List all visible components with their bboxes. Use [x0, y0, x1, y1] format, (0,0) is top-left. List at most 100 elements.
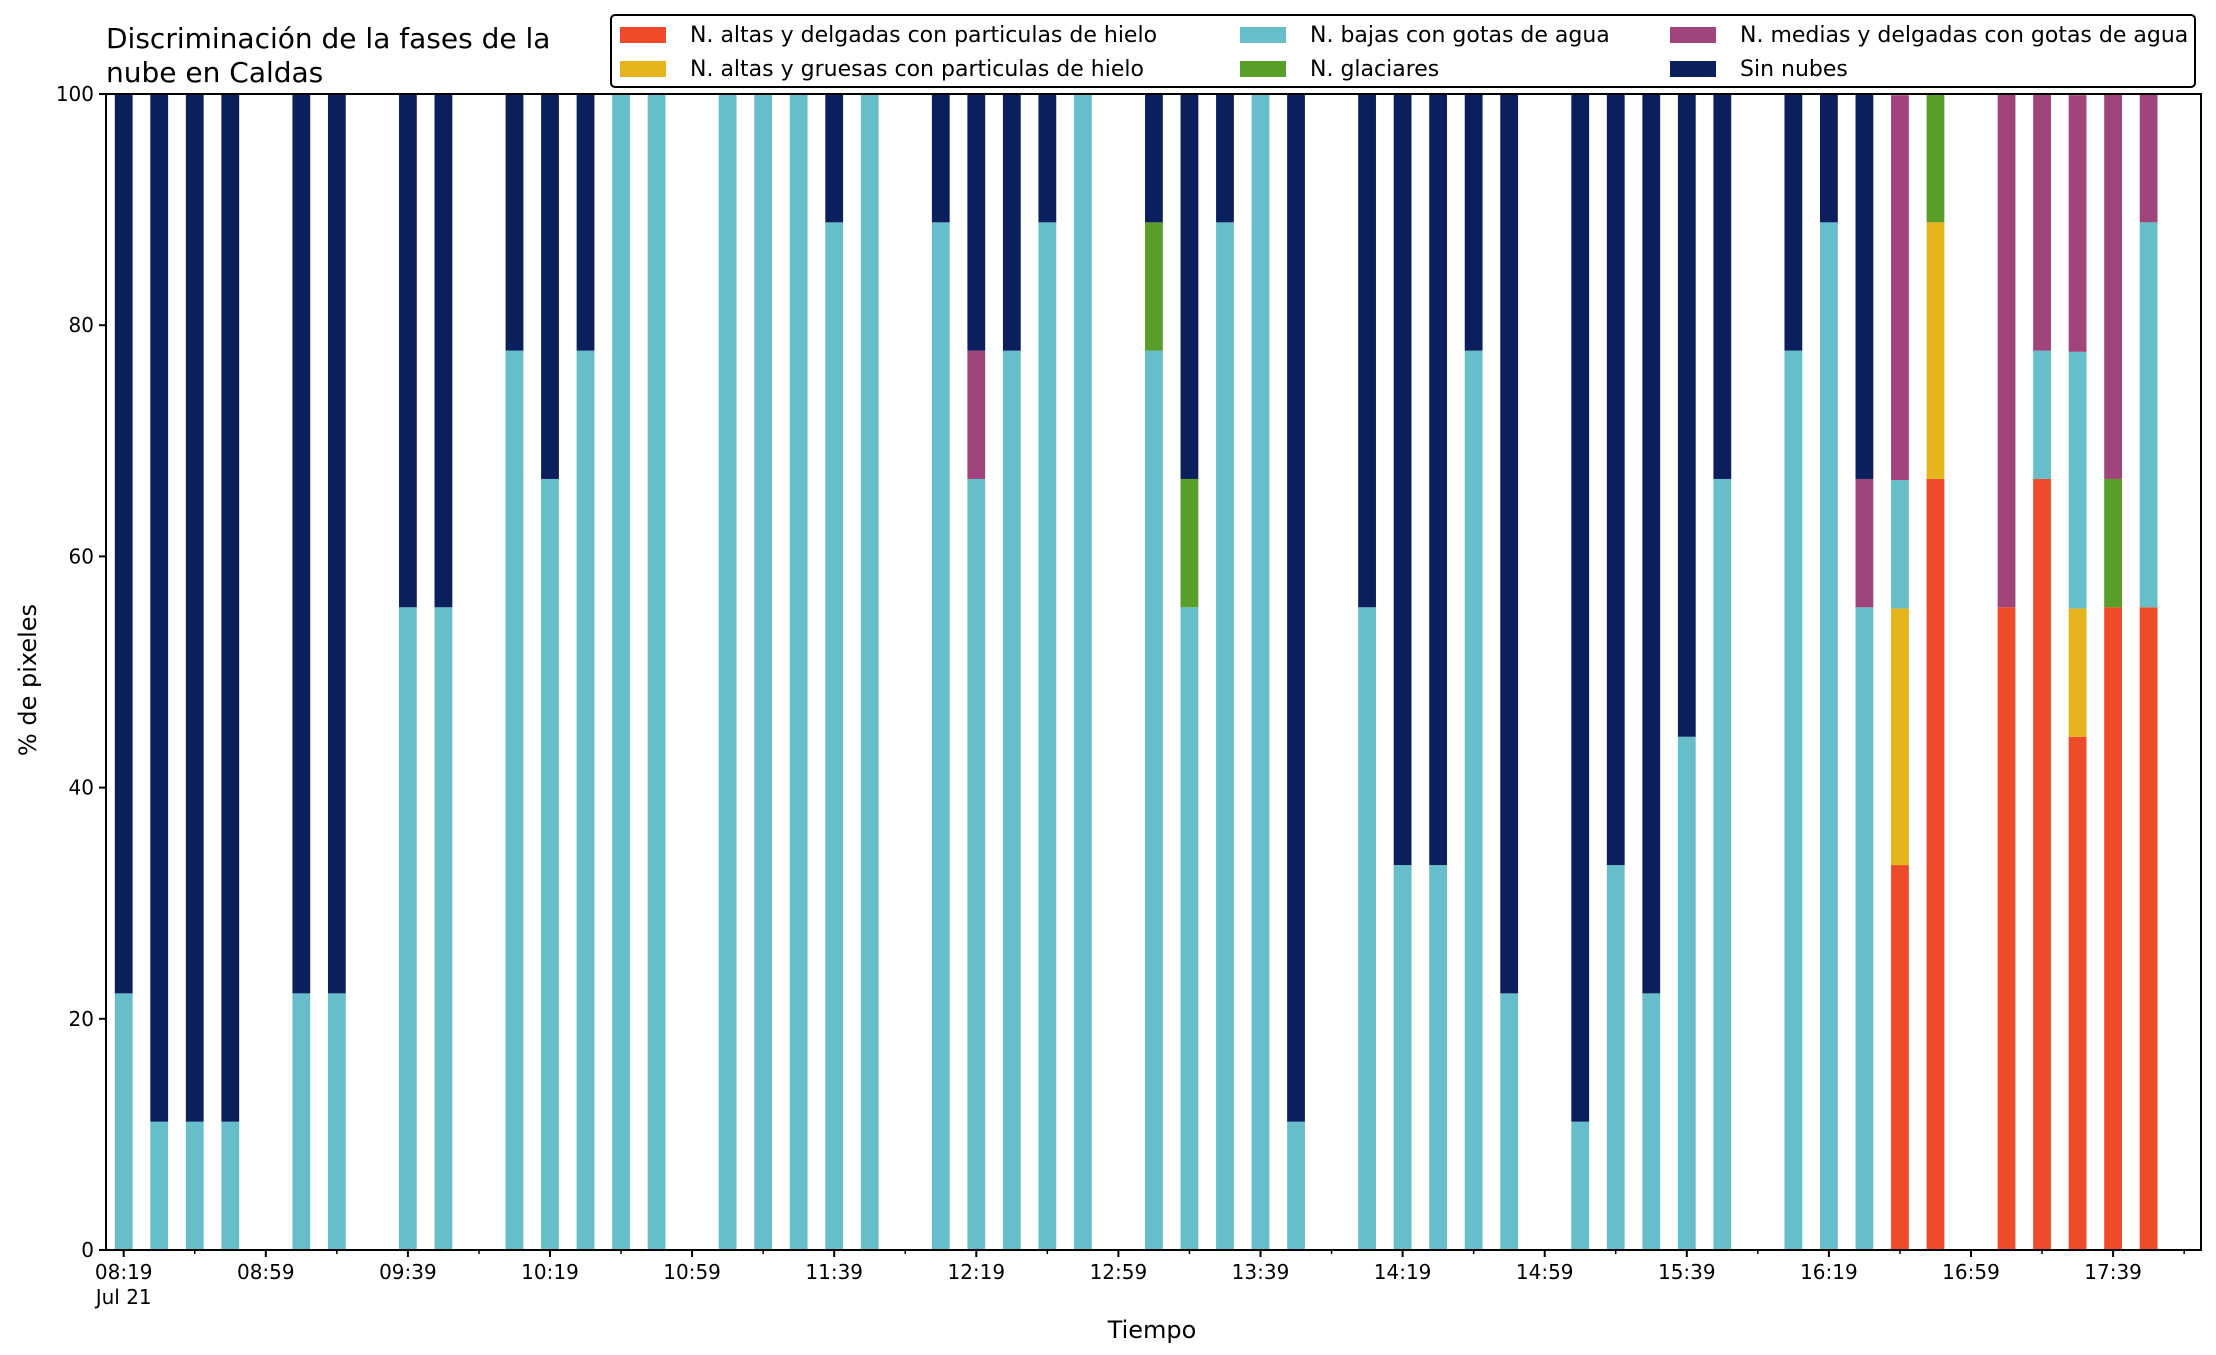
bar-segment-6-5	[399, 94, 417, 608]
y-tick-label-4: 80	[69, 313, 94, 337]
bar-segment-34-5	[1606, 94, 1625, 866]
bar-segment-35-5	[1642, 94, 1661, 994]
bar-segment-36-5	[1677, 94, 1696, 737]
legend-item-medias: N. medias y delgadas con gotas de agua	[1670, 20, 2188, 50]
legend-label: N. glaciares	[1310, 56, 1440, 82]
legend-item-altas-delgadas: N. altas y delgadas con particulas de hi…	[620, 20, 1157, 50]
chart-title-line-2: nube en Caldas	[106, 56, 324, 89]
bar-segment-8-2	[505, 350, 524, 1250]
bar-segment-40-4	[1855, 478, 1874, 608]
bar-segment-46-0	[2104, 607, 2122, 1250]
bar-segment-36-2	[1677, 736, 1696, 1250]
bar-segment-33-2	[1571, 1121, 1590, 1250]
bar-segment-30-5	[1429, 94, 1448, 866]
legend-label: N. medias y delgadas con gotas de agua	[1740, 22, 2189, 48]
bar-segment-41-0	[1891, 865, 1909, 1250]
y-axis: 0 20 40 60 80 100	[56, 82, 106, 1262]
y-tick-label-5: 100	[56, 82, 94, 106]
x-tick-label-2: 09:39	[379, 1260, 437, 1284]
bar-segment-34-2	[1606, 865, 1625, 1250]
plot-frame	[105, 93, 2202, 1251]
bar-segment-40-2	[1855, 607, 1874, 1250]
bar-segment-46-4	[2104, 94, 2122, 479]
bar-segment-27-5	[1287, 94, 1305, 1122]
x-tick-label-13: 16:59	[1942, 1260, 2000, 1284]
bar-segment-12-2	[647, 94, 666, 1250]
y-tick-label-3: 60	[69, 544, 94, 568]
bar-segment-24-2	[1180, 607, 1199, 1250]
y-tick-label-2: 40	[69, 776, 94, 800]
x-tick-label-9: 14:19	[1374, 1260, 1432, 1284]
bar-segment-23-2	[1145, 350, 1163, 1250]
bar-segment-39-2	[1820, 222, 1838, 1250]
bar-segment-43-0	[1997, 607, 2016, 1250]
chart-title-line-1: Discriminación de la fases de la	[106, 22, 551, 55]
bar-segment-24-3	[1180, 478, 1199, 608]
bar-segment-1-5	[150, 94, 169, 1122]
legend-label: N. altas y gruesas con particulas de hie…	[690, 56, 1144, 82]
x-axis: 08:19 08:59 09:39 10:19 10:59 11:39 12:19 12:59…	[94, 1250, 2185, 1309]
bar-segment-28-5	[1358, 94, 1376, 608]
bar-segment-21-5	[1038, 94, 1057, 223]
legend-item-glaciares: N. glaciares	[1240, 54, 1439, 84]
bar-segment-18-2	[931, 222, 950, 1250]
bar-segment-9-5	[541, 94, 559, 479]
bar-segment-42-0	[1926, 478, 1945, 1250]
bar-segment-9-2	[541, 478, 559, 1250]
legend-swatch	[620, 61, 666, 77]
x-tick-label-5: 11:39	[805, 1260, 863, 1284]
bar-segment-47-4	[2139, 94, 2158, 223]
bar-segment-44-4	[2033, 94, 2051, 351]
bar-segment-2-5	[185, 94, 204, 1122]
bar-segment-47-0	[2139, 607, 2158, 1250]
x-tick-label-0: 08:19	[95, 1260, 153, 1284]
x-tick-label-14: 17:39	[2084, 1260, 2142, 1284]
x-tick-label-1: 08:59	[237, 1260, 295, 1284]
bar-segment-30-2	[1429, 865, 1448, 1250]
bar-segment-28-2	[1358, 607, 1376, 1250]
y-axis-label: % de pixeles	[14, 603, 42, 757]
bar-segment-25-2	[1216, 222, 1234, 1250]
bar-segment-23-5	[1145, 94, 1163, 223]
bar-segment-40-5	[1855, 94, 1874, 479]
bar-segment-3-5	[221, 94, 240, 1122]
bar-segment-16-2	[825, 222, 844, 1250]
bar-segment-15-2	[789, 94, 808, 1250]
x-tick-label-10: 14:59	[1516, 1260, 1574, 1284]
legend-swatch	[1240, 61, 1286, 77]
bar-segment-44-2	[2033, 350, 2051, 479]
bar-segment-3-2	[221, 1121, 240, 1250]
bar-segment-10-2	[576, 350, 595, 1250]
x-tick-label-6: 12:19	[947, 1260, 1005, 1284]
bar-segment-37-5	[1713, 94, 1732, 479]
legend-swatch	[1670, 27, 1716, 43]
bar-segment-41-1	[1891, 608, 1909, 866]
legend-item-bajas: N. bajas con gotas de agua	[1240, 20, 1610, 50]
legend-label: N. bajas con gotas de agua	[1310, 22, 1610, 48]
bars-group	[114, 94, 2158, 1250]
bar-segment-0-5	[114, 94, 133, 994]
bar-segment-29-2	[1393, 865, 1412, 1250]
bar-segment-29-5	[1393, 94, 1412, 866]
bar-segment-38-5	[1784, 94, 1803, 351]
legend-swatch	[1670, 61, 1716, 77]
x-tick-date-label: Jul 21	[94, 1285, 152, 1309]
legend-item-altas-gruesas: N. altas y gruesas con particulas de hie…	[620, 54, 1144, 84]
bar-segment-45-4	[2068, 95, 2087, 352]
bar-segment-41-4	[1891, 95, 1909, 481]
bar-segment-16-5	[825, 94, 844, 223]
bar-segment-4-2	[292, 993, 311, 1250]
bar-segment-31-2	[1464, 350, 1483, 1250]
bar-segment-5-5	[327, 94, 346, 994]
bar-segment-45-0	[2068, 736, 2087, 1250]
bar-segment-42-1	[1926, 222, 1945, 479]
bar-segment-11-2	[612, 94, 630, 1250]
bar-segment-7-5	[434, 94, 453, 608]
bar-segment-39-5	[1820, 94, 1838, 223]
bar-segment-6-2	[399, 607, 417, 1250]
bar-segment-38-2	[1784, 350, 1803, 1250]
bar-segment-24-5	[1180, 94, 1199, 479]
bar-segment-13-2	[718, 94, 737, 1250]
x-axis-label: Tiempo	[1107, 1316, 1197, 1344]
